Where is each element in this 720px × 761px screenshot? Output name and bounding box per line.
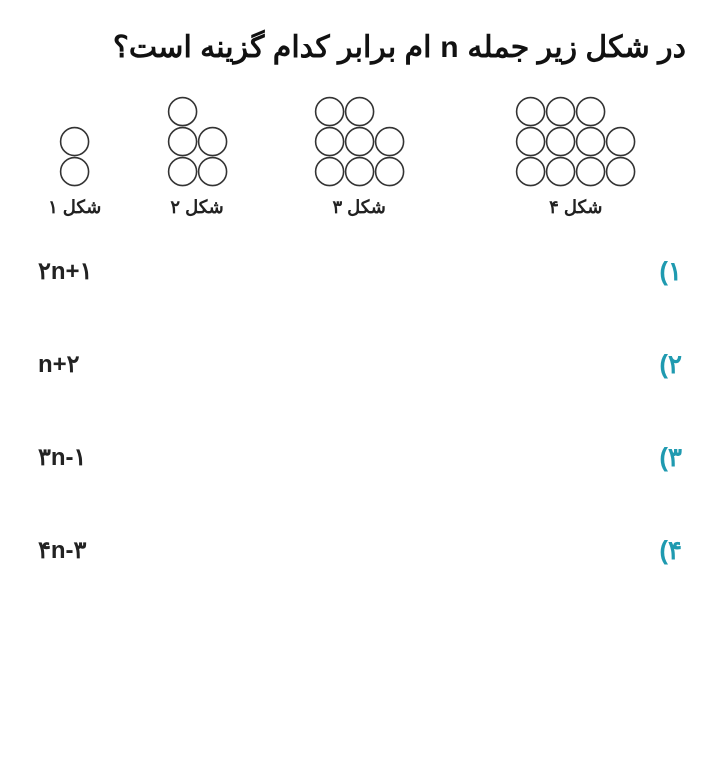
figure-3-shape [314, 96, 405, 187]
figure-labels-row: شکل ۱ شکل ۲ شکل ۳ شکل ۴ [34, 197, 686, 218]
option-row-1[interactable]: ۲n+۱ ۱) [38, 256, 682, 287]
page: در شکل زیر جمله n ام برابر کدام گزینه اس… [0, 0, 720, 586]
figure-1 [40, 126, 109, 187]
figure-2-shape [167, 96, 228, 187]
option-1-text: ۲n+۱ [38, 257, 92, 286]
figure-1-shape [59, 126, 90, 187]
option-row-2[interactable]: n+۲ ۲) [38, 349, 682, 380]
option-1-number: ۱) [659, 256, 682, 287]
figure-1-label: شکل ۱ [40, 197, 109, 218]
figure-3 [285, 96, 434, 187]
figure-4-shape [515, 96, 636, 187]
option-row-3[interactable]: ۳n-۱ ۳) [38, 442, 682, 473]
option-4-number: ۴) [659, 535, 682, 566]
option-2-text: n+۲ [38, 350, 80, 379]
figure-2 [147, 96, 246, 187]
figures-row [34, 96, 686, 187]
option-4-text: ۴n-۳ [38, 536, 86, 565]
figure-4-label: شکل ۴ [472, 197, 680, 218]
question-text: در شکل زیر جمله n ام برابر کدام گزینه اس… [34, 24, 686, 72]
option-2-number: ۲) [659, 349, 682, 380]
option-3-text: ۳n-۱ [38, 443, 86, 472]
figure-2-label: شکل ۲ [147, 197, 246, 218]
figure-3-label: شکل ۳ [285, 197, 434, 218]
figure-4 [472, 96, 680, 187]
options-list: ۲n+۱ ۱) n+۲ ۲) ۳n-۱ ۳) ۴n-۳ ۴) [34, 256, 686, 566]
option-row-4[interactable]: ۴n-۳ ۴) [38, 535, 682, 566]
option-3-number: ۳) [659, 442, 682, 473]
